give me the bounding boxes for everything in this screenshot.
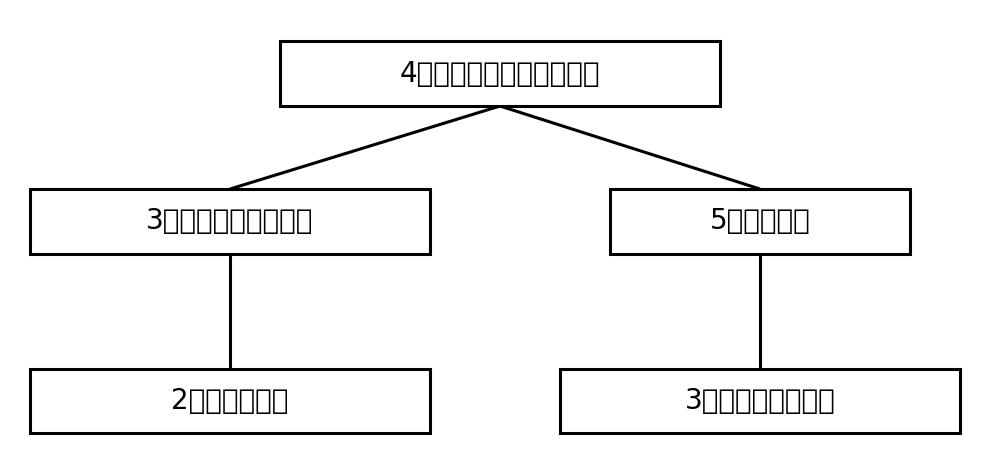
Text: 2、待勘测光缆: 2、待勘测光缆: [171, 387, 289, 415]
Text: 5、移动终端: 5、移动终端: [710, 207, 810, 235]
FancyBboxPatch shape: [30, 189, 430, 254]
FancyBboxPatch shape: [560, 369, 960, 433]
Text: 3、光缆路由探测主机: 3、光缆路由探测主机: [146, 207, 314, 235]
Text: 3、蓝牙光纤识别仪: 3、蓝牙光纤识别仪: [685, 387, 835, 415]
FancyBboxPatch shape: [610, 189, 910, 254]
Text: 4、光缆路由探测联网平台: 4、光缆路由探测联网平台: [400, 60, 600, 88]
FancyBboxPatch shape: [280, 41, 720, 106]
FancyBboxPatch shape: [30, 369, 430, 433]
